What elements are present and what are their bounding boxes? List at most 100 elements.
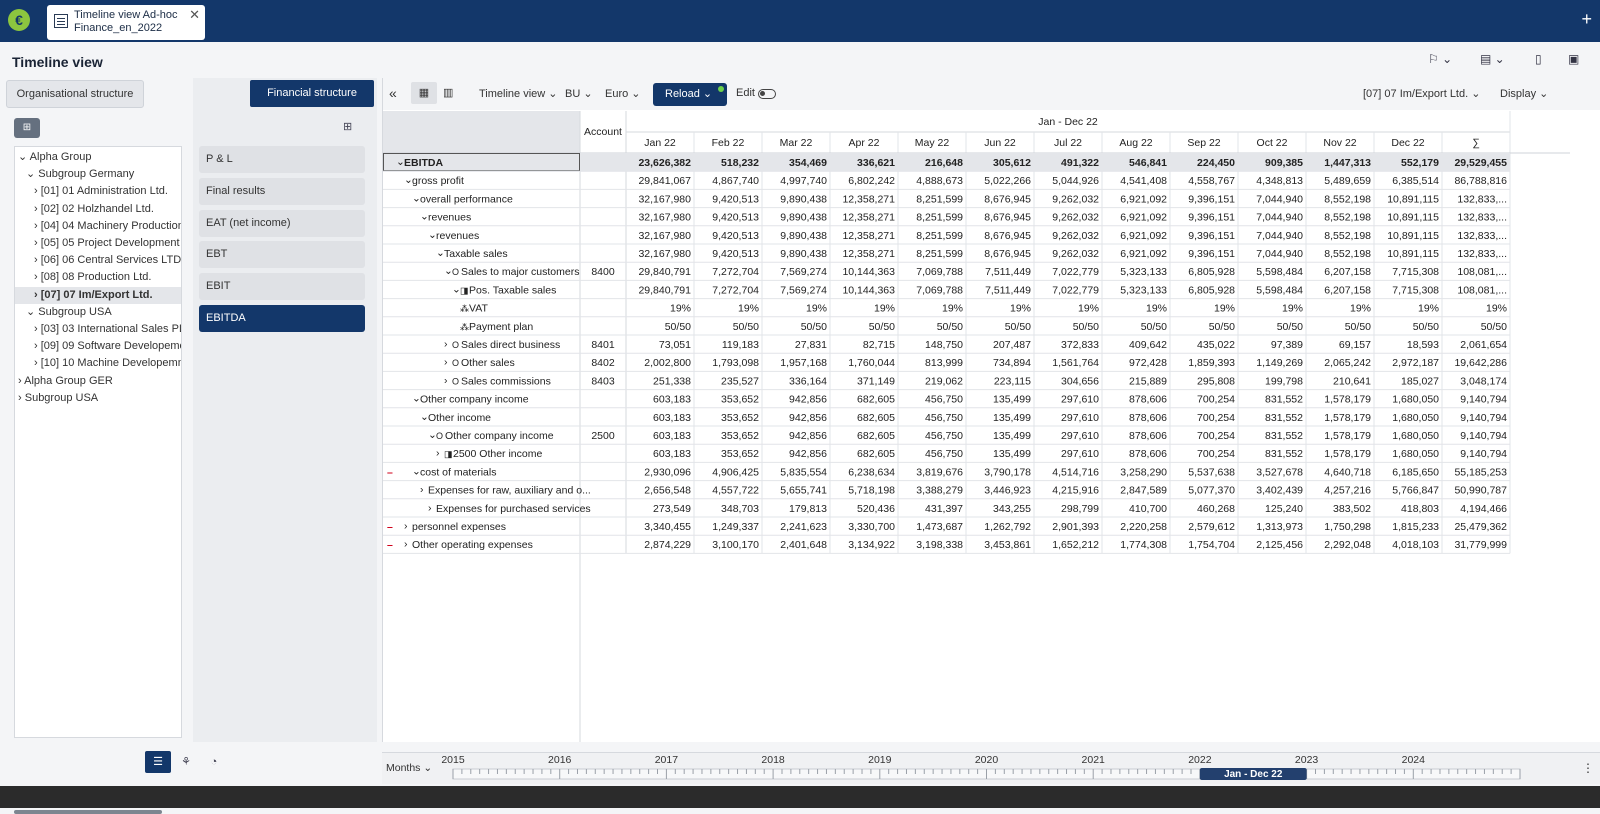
cell-value: 878,606	[1129, 412, 1167, 424]
tree-node[interactable]: › Alpha Group GER	[15, 373, 113, 390]
chevron-right-icon[interactable]: ›	[34, 340, 41, 353]
chevron-down-icon: ⌄	[420, 411, 429, 423]
tab-organisational-structure[interactable]: Organisational structure	[6, 80, 144, 108]
view-selector[interactable]: Timeline view ⌄	[479, 88, 558, 100]
add-tab-button[interactable]: +	[1581, 9, 1592, 29]
collapse-panels-icon[interactable]: «	[389, 85, 397, 101]
tree-node[interactable]: ⌄ Alpha Group	[15, 149, 91, 166]
chevron-right-icon[interactable]: ›	[34, 219, 41, 232]
cell-value: 1,578,179	[1324, 412, 1371, 424]
cell-value: 1,680,050	[1392, 430, 1439, 442]
view-label: Timeline view	[479, 88, 546, 100]
tree-node[interactable]: › [04] 04 Machinery Production Ki	[15, 218, 181, 235]
tree-node[interactable]: › [07] 07 Im/Export Ltd.	[15, 286, 181, 304]
cell-value: 19%	[1350, 303, 1371, 315]
cell-value: 831,552	[1265, 448, 1303, 460]
chevron-right-icon[interactable]: ›	[34, 237, 41, 249]
chevron-right-icon[interactable]: ›	[34, 185, 41, 198]
node-type-icon: O	[452, 267, 459, 277]
close-tab-icon[interactable]: ✕	[189, 7, 200, 22]
financial-item[interactable]: P & L	[199, 146, 365, 173]
chevron-right-icon[interactable]: ›	[34, 288, 41, 301]
edit-toggle[interactable]	[758, 89, 776, 99]
chart-icon[interactable]: ▥	[443, 87, 454, 99]
cell-value: 1,149,269	[1256, 357, 1303, 369]
cell-value: 19%	[1146, 303, 1167, 315]
time-unit-selector[interactable]: Months ⌄	[386, 762, 432, 774]
financial-item[interactable]: EBT	[199, 241, 365, 269]
cell-value: 9,396,151	[1188, 248, 1235, 260]
app-logo[interactable]: €	[8, 9, 30, 31]
selected-cell[interactable]	[383, 153, 580, 172]
cell-value: 2,579,612	[1188, 521, 1235, 533]
save-icon[interactable]: ▣	[1568, 52, 1580, 66]
chevron-right-icon[interactable]: ›	[34, 202, 41, 215]
cell-value: 10,891,115	[1387, 248, 1439, 260]
month-header: May 22	[915, 137, 950, 149]
currency-selector[interactable]: Euro ⌄	[605, 88, 641, 100]
cell-value: 4,558,767	[1188, 175, 1235, 187]
chevron-down-icon[interactable]: ⌄	[18, 151, 30, 163]
tree-node[interactable]: › [06] 06 Central Services LTD	[15, 252, 181, 269]
financial-item[interactable]: EAT (net income)	[199, 209, 365, 237]
tree-node-label: [01] 01 Administration Ltd.	[40, 185, 168, 198]
hierarchy-icon[interactable]: ⊞	[14, 118, 40, 138]
tree-node[interactable]: ⌄ Subgroup USA	[15, 304, 112, 321]
chart-view-icon[interactable]: ◔	[210, 756, 218, 768]
year-label: 2019	[868, 754, 892, 766]
tree-node[interactable]: › [10] 10 Machine Developemnt P	[15, 355, 181, 372]
tab-financial-structure[interactable]: Financial structure	[250, 80, 374, 107]
chevron-right-icon[interactable]: ›	[34, 271, 41, 284]
tree-node[interactable]: › [01] 01 Administration Ltd.	[15, 183, 168, 200]
hierarchy-icon[interactable]: ⊞	[343, 121, 353, 133]
cell-value: 2,901,393	[1052, 521, 1099, 533]
document-icon[interactable]: ▯	[1535, 52, 1542, 66]
list-view-icon[interactable]: ☰	[145, 751, 171, 773]
edit-label: Edit	[736, 87, 755, 99]
cell-value: 1,793,098	[712, 357, 759, 369]
chevron-right-icon[interactable]: ›	[18, 391, 25, 404]
tree-node[interactable]: › [03] 03 International Sales PLC	[15, 321, 181, 338]
cell-value: 50/50	[733, 321, 759, 333]
cell-value: 4,018,103	[1392, 539, 1439, 551]
cell-value: 700,254	[1197, 448, 1235, 460]
tree-node[interactable]: › Subgroup USA	[15, 390, 98, 407]
cell-value: 878,606	[1129, 448, 1167, 460]
chevron-down-icon[interactable]: ⌄	[26, 305, 39, 318]
tree-node[interactable]: ⌄ Subgroup Germany	[15, 166, 134, 183]
financial-item[interactable]: EBIT	[199, 273, 365, 301]
cell-value: 50/50	[801, 321, 827, 333]
flag-icon[interactable]: ⚐ ⌄	[1428, 52, 1453, 66]
chevron-right-icon[interactable]: ›	[34, 254, 41, 267]
chevron-right-icon: ›	[436, 447, 440, 459]
financial-item[interactable]: EBITDA	[199, 305, 365, 332]
chevron-right-icon[interactable]: ›	[18, 374, 25, 387]
excel-export-icon[interactable]: ▤ ⌄	[1480, 52, 1505, 66]
tree-scrollbar[interactable]	[14, 810, 162, 814]
table-view-icon[interactable]: ▦	[411, 82, 437, 104]
entity-selector[interactable]: [07] 07 Im/Export Ltd. ⌄	[1363, 88, 1481, 100]
timeline-selection[interactable]	[1199, 768, 1307, 780]
reload-button[interactable]: Reload ⌄	[653, 83, 727, 106]
top-bar: € Timeline view Ad-hoc Finance_en_2022 ✕…	[0, 0, 1600, 42]
document-tab[interactable]: Timeline view Ad-hoc Finance_en_2022 ✕	[47, 5, 205, 40]
bu-selector[interactable]: BU ⌄	[565, 88, 593, 100]
financial-item[interactable]: Final results	[199, 177, 365, 205]
month-header: Jun 22	[984, 137, 1016, 149]
row-label: Expenses for raw, auxiliary and o...	[428, 485, 591, 497]
timeline-range-label: Jan - Dec 22	[1224, 769, 1283, 780]
cell-value: 3,527,678	[1256, 466, 1303, 478]
tree-node[interactable]: › [08] 08 Production Ltd.	[15, 269, 151, 286]
tree-node[interactable]: › [09] 09 Software Developement	[15, 338, 181, 355]
more-options-icon[interactable]: ⋮	[1582, 761, 1594, 775]
cell-value: 19%	[1282, 303, 1303, 315]
chevron-down-icon[interactable]: ⌄	[26, 168, 39, 181]
cell-value: 9,890,438	[780, 212, 827, 224]
chevron-right-icon[interactable]: ›	[34, 323, 41, 335]
chevron-right-icon[interactable]: ›	[34, 357, 41, 370]
tree-view-icon[interactable]: ⚘	[181, 756, 191, 768]
display-selector[interactable]: Display ⌄	[1500, 88, 1549, 100]
tree-node[interactable]: › [05] 05 Project Development Ltd	[15, 235, 181, 252]
tree-node[interactable]: › [02] 02 Holzhandel Ltd.	[15, 201, 154, 218]
cell-value: 9,890,438	[780, 230, 827, 242]
